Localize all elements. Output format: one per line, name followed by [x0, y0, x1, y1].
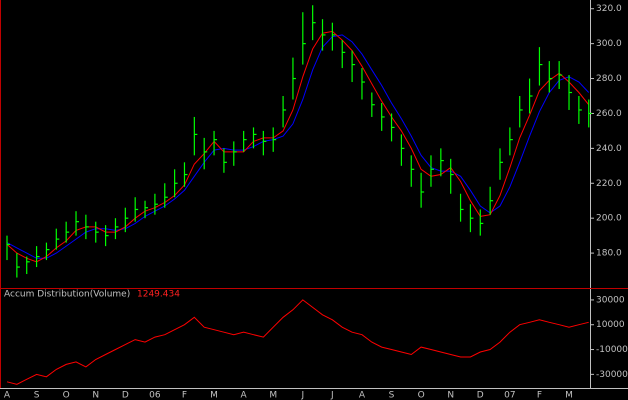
- y-tick-label: 30000: [596, 295, 625, 305]
- y-tick-label: 280.0: [596, 74, 622, 84]
- x-tick-label: N: [447, 391, 454, 400]
- x-tick-label: A: [359, 391, 366, 400]
- x-tick-label: A: [241, 391, 248, 400]
- x-tick-label: 06: [149, 391, 161, 400]
- x-tick-label: S: [389, 391, 395, 400]
- x-tick-label: D: [477, 391, 484, 400]
- y-tick-label: 10000: [596, 320, 625, 330]
- y-tick-label: 300.0: [596, 39, 622, 49]
- x-tick-label: D: [122, 391, 129, 400]
- x-tick-label: M: [210, 391, 218, 400]
- x-tick-label: O: [63, 391, 70, 400]
- x-tick-label: J: [300, 391, 304, 400]
- indicator-title: Accum Distribution(Volume): [4, 290, 130, 300]
- x-tick-label: M: [269, 391, 277, 400]
- y-tick-label: -10000: [596, 345, 628, 355]
- indicator-line: [6, 299, 589, 385]
- indicator-value: 1249.434: [137, 290, 180, 300]
- y-tick-label: 240.0: [596, 144, 622, 154]
- x-tick-label: 07: [504, 391, 515, 400]
- y-tick-label: 180.0: [596, 249, 622, 259]
- x-tick-label: M: [565, 391, 573, 400]
- moving-average-slow: [6, 34, 590, 259]
- y-tick-label: 200.0: [596, 214, 622, 224]
- moving-average-fast: [6, 30, 590, 263]
- x-tick-label: N: [92, 391, 99, 400]
- x-tick-label: A: [4, 391, 11, 400]
- x-tick-label: S: [34, 391, 40, 400]
- y-tick-label: 260.0: [596, 109, 622, 119]
- y-tick-label: 320.0: [596, 4, 622, 14]
- x-tick-label: O: [418, 391, 425, 400]
- y-tick-label: 220.0: [596, 179, 622, 189]
- x-tick-label: F: [182, 391, 187, 400]
- x-tick-label: J: [330, 391, 334, 400]
- x-tick-label: F: [537, 391, 542, 400]
- y-tick-label: -30000: [596, 370, 628, 380]
